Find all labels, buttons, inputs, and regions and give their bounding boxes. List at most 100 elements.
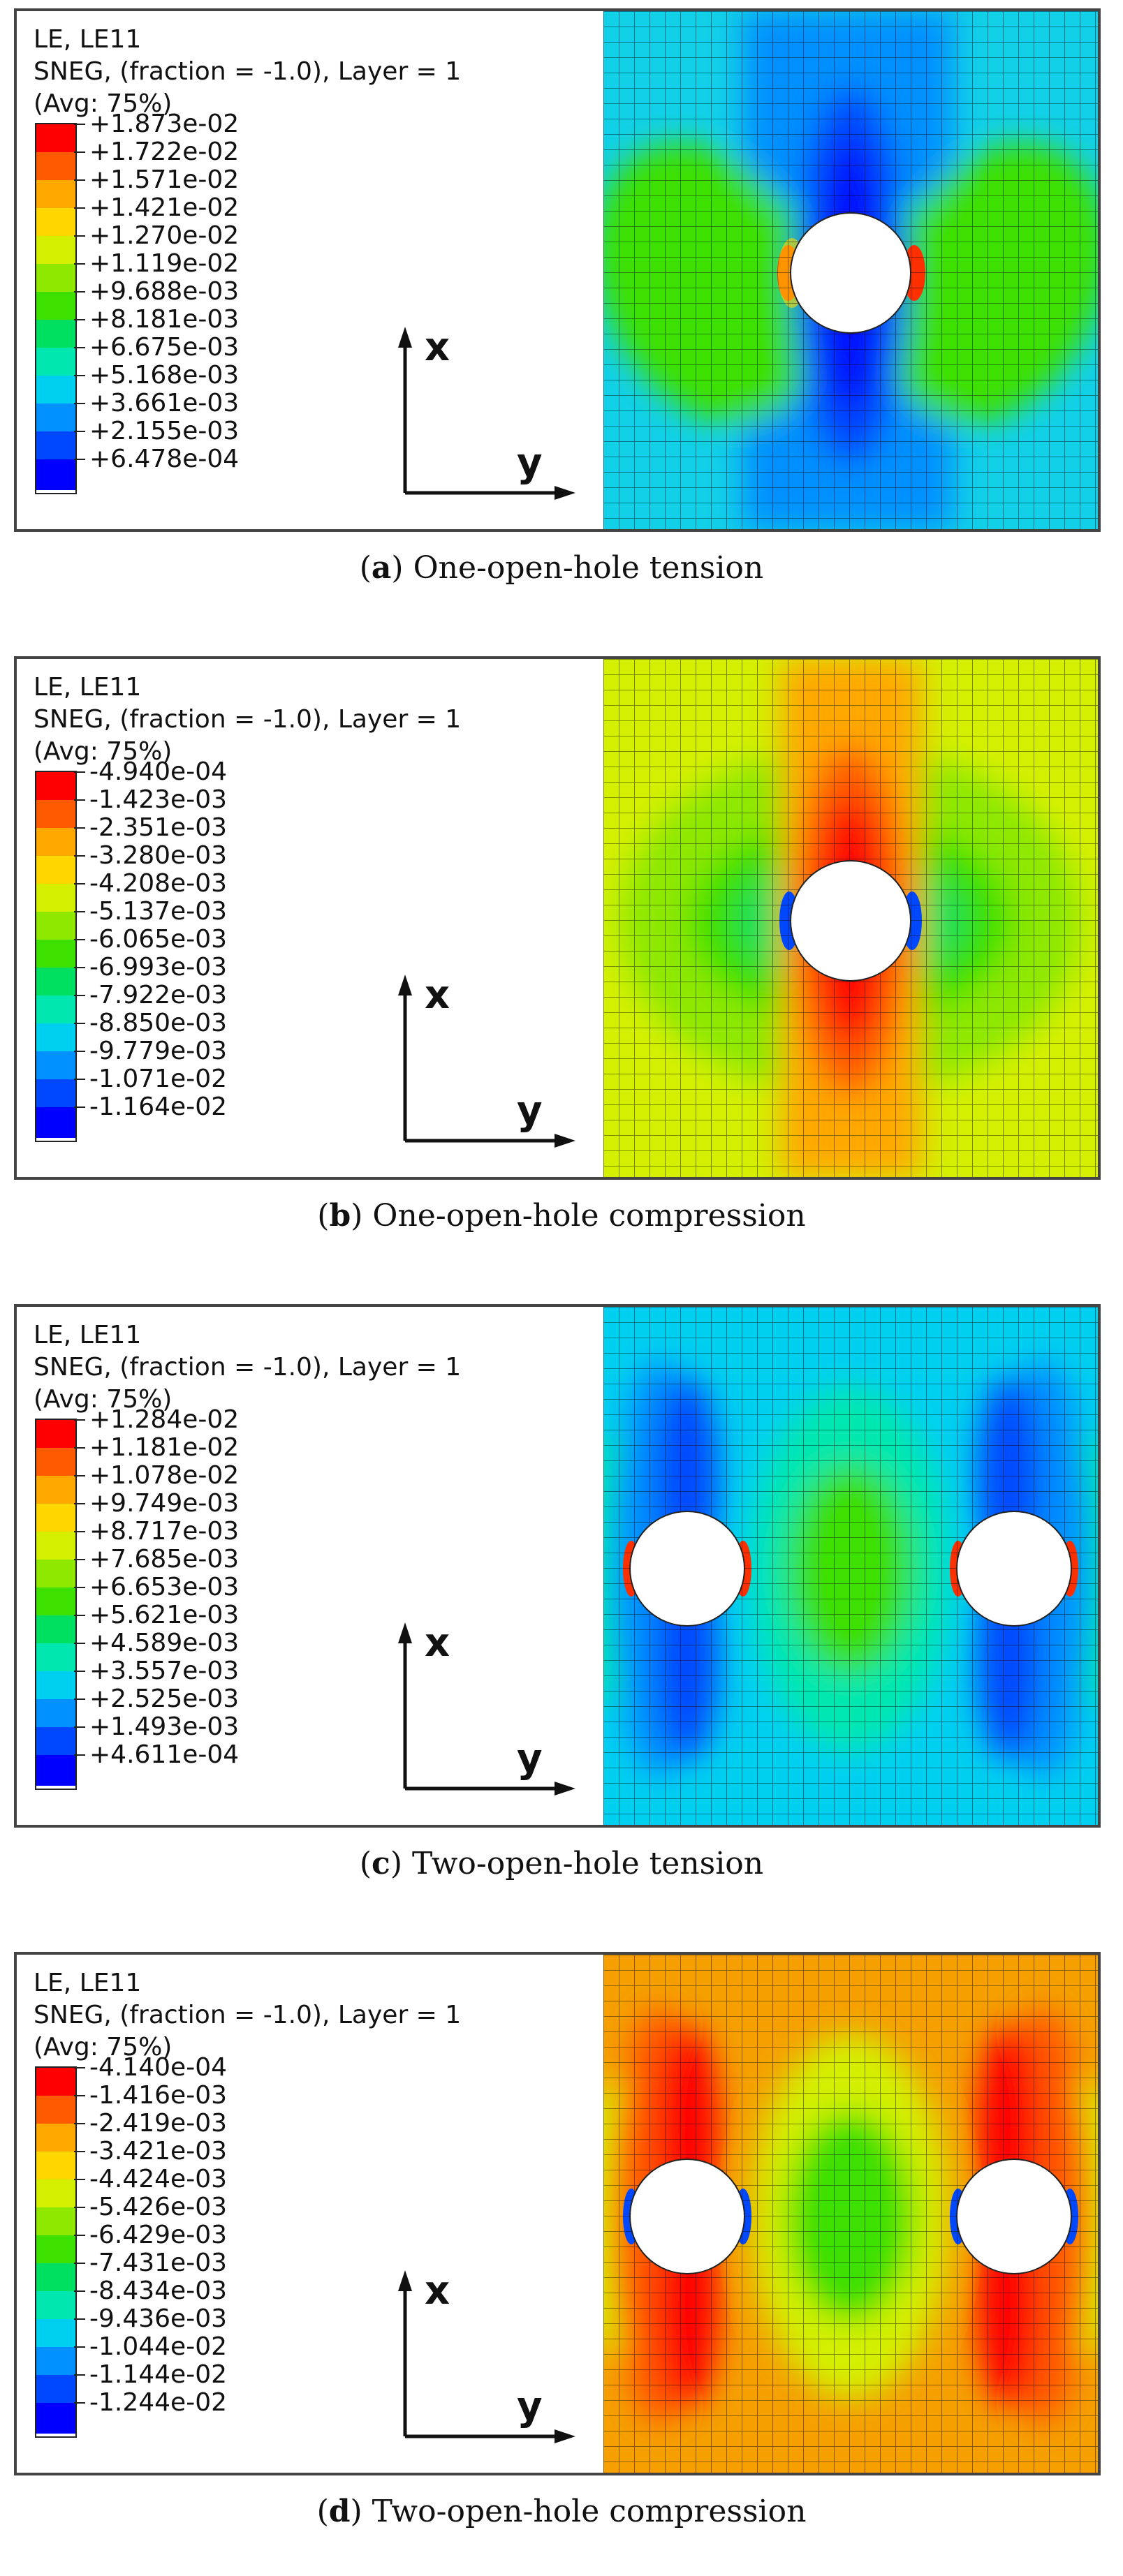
scale-value: -1.071e-02 — [89, 1065, 227, 1093]
color-swatch — [36, 2124, 75, 2154]
scale-tick — [74, 2207, 85, 2208]
legend-title: LE, LE11 — [34, 25, 142, 54]
scale-value: +1.421e-02 — [89, 193, 240, 222]
legend-avg: (Avg: 75%) — [34, 89, 173, 118]
color-swatch — [36, 2347, 75, 2378]
scale-tick — [74, 827, 85, 829]
color-swatch — [36, 2263, 75, 2294]
legend-a: LE, LE11 SNEG, (fraction = -1.0), Layer … — [17, 11, 603, 529]
color-swatch — [36, 828, 75, 859]
scale-tick — [74, 2095, 85, 2096]
scale-value: -4.208e-03 — [89, 869, 227, 898]
caption-letter: c — [372, 1846, 390, 1881]
scale-tick — [74, 1051, 85, 1052]
color-swatch — [36, 2403, 75, 2434]
scale-tick — [74, 799, 85, 801]
color-swatch — [36, 968, 75, 998]
scale-tick — [74, 291, 85, 293]
color-swatch — [36, 404, 75, 434]
color-swatch — [36, 348, 75, 378]
color-swatch — [36, 236, 75, 267]
scale-value: +3.661e-03 — [89, 389, 240, 417]
scale-tick — [74, 459, 85, 460]
scale-tick — [74, 2067, 85, 2068]
color-scale — [35, 771, 77, 1142]
scale-tick — [74, 151, 85, 153]
legend-subtitle: SNEG, (fraction = -1.0), Layer = 1 — [34, 57, 462, 86]
color-swatch — [36, 152, 75, 183]
scale-tick — [74, 319, 85, 320]
scale-tick — [74, 995, 85, 996]
scale-value: +1.181e-02 — [89, 1433, 240, 1462]
axis-y-label: y — [517, 1088, 543, 1134]
scale-value: +4.611e-04 — [89, 1740, 240, 1769]
caption-d: (d) Two-open-hole compression — [316, 2494, 807, 2529]
scale-tick — [74, 2318, 85, 2320]
color-swatch — [36, 2375, 75, 2406]
scale-tick — [74, 883, 85, 884]
color-swatch — [36, 1560, 75, 1590]
scale-tick — [74, 1531, 85, 1532]
legend-title: LE, LE11 — [34, 1969, 142, 1997]
color-swatch — [36, 1643, 75, 1674]
color-swatch — [36, 124, 75, 155]
scale-value: -8.434e-03 — [89, 2277, 227, 2305]
scale-value: -1.044e-02 — [89, 2332, 227, 2361]
scale-value: +1.722e-02 — [89, 138, 240, 166]
caption-text: One-open-hole tension — [413, 550, 764, 586]
scale-tick — [74, 2263, 85, 2264]
axis-y-label: y — [517, 441, 543, 486]
scale-value: -3.280e-03 — [89, 841, 227, 870]
color-swatch — [36, 2179, 75, 2210]
color-swatch — [36, 1476, 75, 1507]
scale-value: -4.424e-03 — [89, 2165, 227, 2193]
color-swatch — [36, 1079, 75, 1110]
legend-subtitle: SNEG, (fraction = -1.0), Layer = 1 — [34, 1353, 462, 1382]
scale-tick — [74, 403, 85, 404]
scale-tick — [74, 2179, 85, 2180]
color-swatch — [36, 884, 75, 915]
scale-tick — [74, 1671, 85, 1672]
scale-tick — [74, 1726, 85, 1728]
caption-letter: b — [329, 1198, 351, 1234]
scale-value: -2.351e-03 — [89, 813, 227, 842]
scale-value: -2.419e-03 — [89, 2109, 227, 2138]
scale-value: +9.749e-03 — [89, 1489, 240, 1518]
color-swatch — [36, 1532, 75, 1562]
legend-subtitle: SNEG, (fraction = -1.0), Layer = 1 — [34, 705, 462, 734]
contour-plot-a — [603, 11, 1098, 529]
color-swatch — [36, 208, 75, 239]
scale-tick — [74, 1447, 85, 1449]
legend-header: LE, LE11 SNEG, (fraction = -1.0), Layer … — [34, 672, 461, 768]
panel-c: LE, LE11 SNEG, (fraction = -1.0), Layer … — [14, 1304, 1101, 1828]
legend-header: LE, LE11 SNEG, (fraction = -1.0), Layer … — [34, 1319, 461, 1416]
panel-b: LE, LE11 SNEG, (fraction = -1.0), Layer … — [14, 656, 1101, 1180]
color-swatch — [36, 800, 75, 831]
color-swatch — [36, 292, 75, 323]
scale-value: -3.421e-03 — [89, 2137, 227, 2166]
scale-tick — [74, 2123, 85, 2124]
scale-value: +8.181e-03 — [89, 305, 240, 334]
scale-tick — [74, 431, 85, 432]
caption-a: (a) One-open-hole tension — [359, 550, 764, 586]
axis-x-label: x — [425, 972, 450, 1018]
scale-value: -6.065e-03 — [89, 925, 227, 954]
scale-tick — [74, 771, 85, 773]
caption-text: One-open-hole compression — [372, 1198, 806, 1234]
scale-tick — [74, 1079, 85, 1080]
color-swatch — [36, 459, 75, 490]
scale-tick — [74, 2346, 85, 2348]
color-swatch — [36, 1023, 75, 1054]
legend-avg: (Avg: 75%) — [34, 1385, 173, 1414]
scale-tick — [74, 2290, 85, 2292]
scale-tick — [74, 375, 85, 376]
scale-tick — [74, 1419, 85, 1421]
scale-tick — [74, 967, 85, 968]
caption-letter: a — [371, 550, 392, 586]
legend-title: LE, LE11 — [34, 1321, 142, 1349]
color-swatch — [36, 1504, 75, 1534]
panel-d: LE, LE11 SNEG, (fraction = -1.0), Layer … — [14, 1952, 1101, 2475]
scale-tick — [74, 2151, 85, 2152]
caption-text: Two-open-hole tension — [411, 1846, 764, 1881]
color-swatch — [36, 1671, 75, 1702]
